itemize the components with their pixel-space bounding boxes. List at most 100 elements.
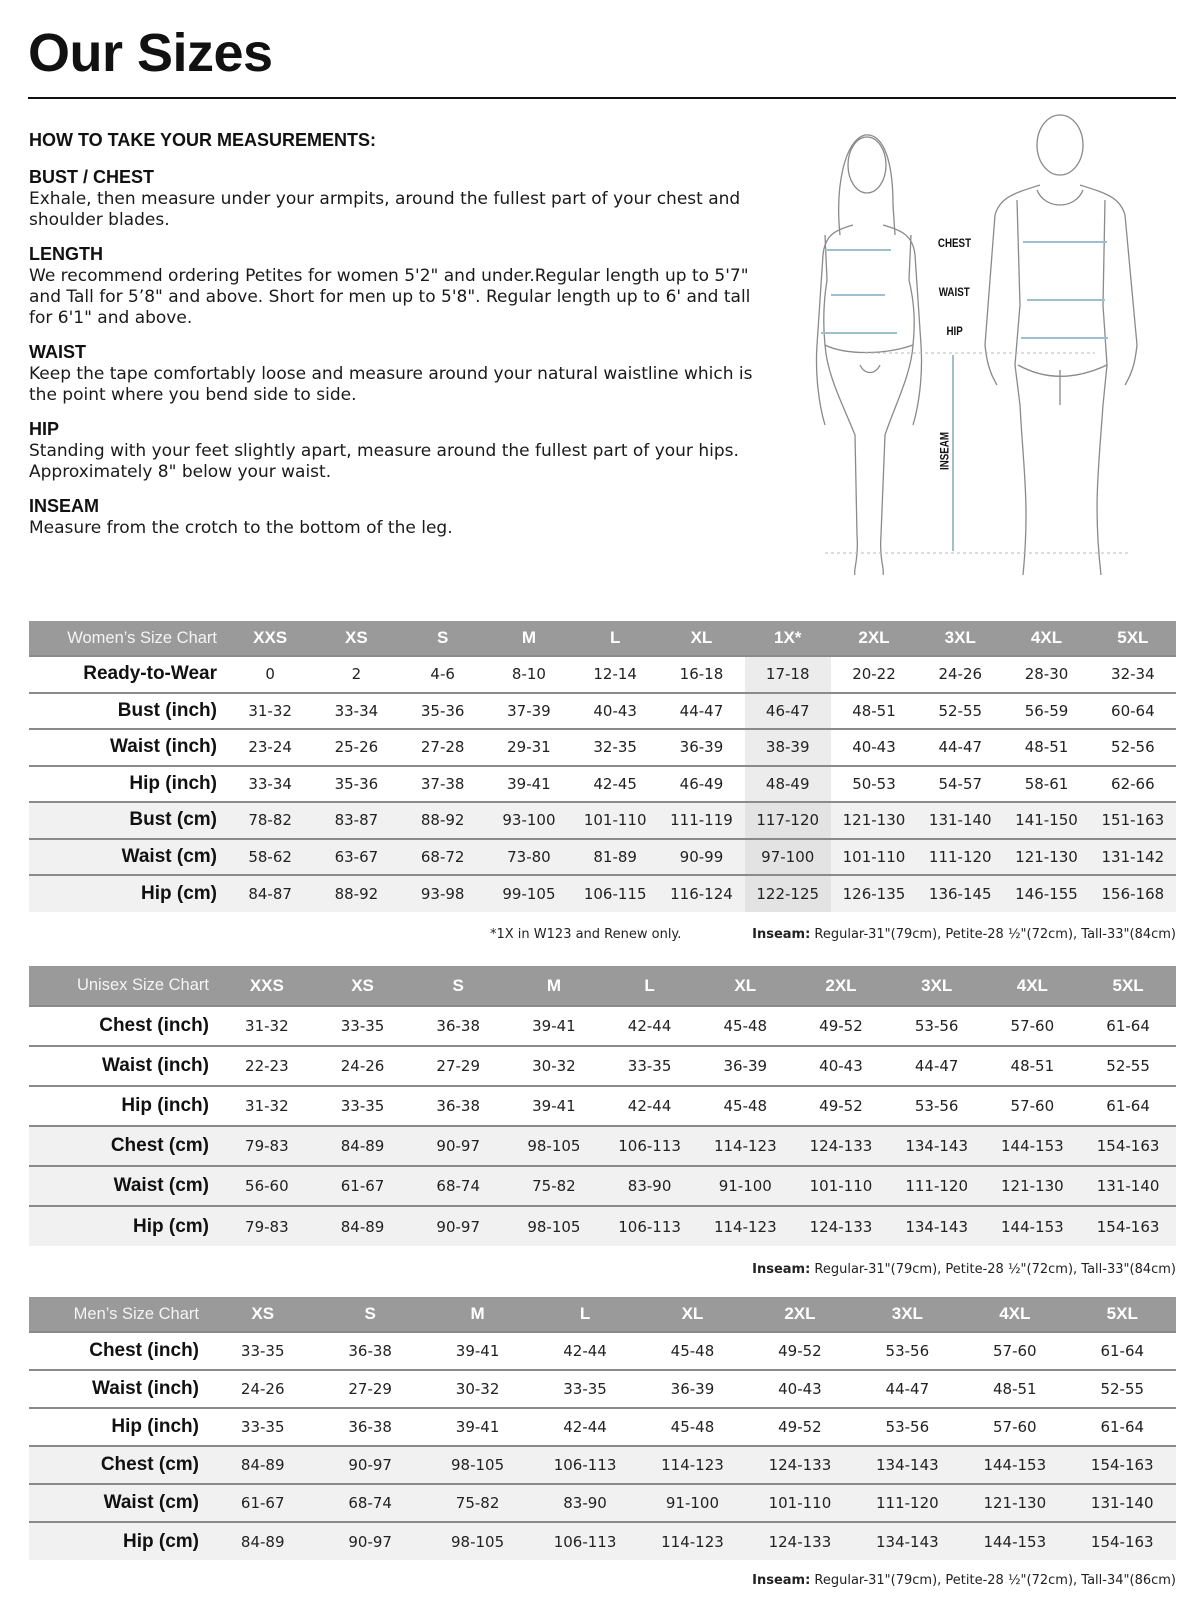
womens-inseam-note: Inseam: Regular-31"(79cm), Petite-28 ½"(… <box>752 927 1176 942</box>
section-title: LENGTH <box>29 244 103 264</box>
header-row: Women’s Size Chart XXS XS S M L XL 1X* 2XL 3XL 4XL… <box>29 621 1176 656</box>
table-cell: 93-98 <box>399 874 486 912</box>
table-cell: 131-140 <box>1080 1165 1176 1206</box>
table-cell: 61-67 <box>314 1165 411 1206</box>
row-label: Chest (cm) <box>29 1445 209 1484</box>
table-cell: 36-38 <box>410 1085 507 1126</box>
row-label: Waist (inch) <box>29 1045 219 1086</box>
table-cell: 52-55 <box>917 691 1004 729</box>
table-cell: 75-82 <box>506 1165 602 1206</box>
table-cell: 33-35 <box>314 1085 411 1126</box>
table-cell: 52-56 <box>1089 728 1176 766</box>
table-cell: 44-47 <box>917 728 1004 766</box>
table-cell: 141-150 <box>1003 801 1090 839</box>
table-cell: 68-72 <box>399 837 486 875</box>
size-header: S <box>399 621 486 656</box>
size-header: L <box>531 1297 639 1332</box>
table-cell: 114-123 <box>697 1205 794 1246</box>
table-cell: 24-26 <box>209 1369 317 1408</box>
row-label: Hip (inch) <box>29 1085 219 1126</box>
table-cell: 36-39 <box>658 728 745 766</box>
table-cell: 29-31 <box>485 728 573 766</box>
man-figure-icon <box>984 114 1138 576</box>
table-cell: 42-45 <box>572 764 659 802</box>
table-cell: 33-34 <box>313 691 400 729</box>
section-title: BUST / CHEST <box>29 167 155 187</box>
table-cell: 151-163 <box>1089 801 1176 839</box>
table-row: Hip (inch) 33-34 35-36 37-38 39-41 42-45 46-49… <box>29 764 1176 802</box>
size-header: XXS <box>219 966 315 1006</box>
table-cell: 84-89 <box>209 1521 317 1560</box>
table-cell: 56-60 <box>219 1165 315 1206</box>
row-label: Waist (cm) <box>29 1483 209 1522</box>
table-cell: 12-14 <box>572 655 659 693</box>
table-row: Chest (cm) 79-83 84-89 90-97 98-105 106-113 11… <box>29 1125 1176 1166</box>
size-header: 4XL <box>961 1297 1069 1332</box>
table-cell: 68-74 <box>410 1165 507 1206</box>
table-cell: 154-163 <box>1080 1125 1176 1166</box>
table-cell: 122-125 <box>744 874 831 912</box>
table-cell: 90-97 <box>316 1445 424 1484</box>
table-cell: 2 <box>313 655 400 693</box>
table-cell: 49-52 <box>746 1407 854 1446</box>
table-cell: 39-41 <box>423 1331 532 1370</box>
table-cell: 98-105 <box>423 1445 532 1484</box>
table-cell: 101-110 <box>572 801 659 839</box>
size-header: 1X* <box>744 621 831 656</box>
title-divider <box>28 97 1176 99</box>
table-cell: 57-60 <box>961 1407 1069 1446</box>
guide-section-bust: BUST / CHEST Exhale, then measure under y… <box>29 167 769 231</box>
woman-figure-icon <box>815 134 923 576</box>
table-cell: 134-143 <box>888 1205 985 1246</box>
table-cell: 136-145 <box>917 874 1004 912</box>
table-cell: 52-55 <box>1080 1045 1176 1086</box>
guide-lines <box>825 352 1130 554</box>
table-cell: 20-22 <box>830 655 918 693</box>
table-cell: 154-163 <box>1068 1521 1176 1560</box>
table-cell: 121-130 <box>961 1483 1069 1522</box>
section-text: Measure from the crotch to the bottom of… <box>29 518 453 538</box>
table-row: Waist (inch) 23-24 25-26 27-28 29-31 32-35 36-… <box>29 728 1176 766</box>
mens-inseam-note: Inseam: Regular-31"(79cm), Petite-28 ½"(… <box>752 1573 1176 1588</box>
table-cell: 45-48 <box>697 1085 794 1126</box>
table-cell: 124-133 <box>793 1205 889 1246</box>
table-row: Waist (cm) 56-60 61-67 68-74 75-82 83-90 91-10… <box>29 1165 1176 1206</box>
chest-label: CHEST <box>937 238 972 250</box>
table-cell: 39-41 <box>423 1407 532 1446</box>
table-cell: 57-60 <box>984 1085 1081 1126</box>
table-cell: 53-56 <box>888 1085 985 1126</box>
unisex-size-chart: Unisex Size Chart XXS XS S M L XL 2XL 3XL 4XL 5XL C… <box>29 966 1176 1246</box>
row-label: Hip (cm) <box>29 1205 219 1246</box>
table-cell: 114-123 <box>697 1125 794 1166</box>
table-cell: 111-120 <box>888 1165 985 1206</box>
table-cell: 114-123 <box>638 1445 747 1484</box>
table-cell: 75-82 <box>423 1483 532 1522</box>
unisex-inseam-note: Inseam: Regular-31"(79cm), Petite-28 ½"(… <box>752 1262 1176 1277</box>
table-cell: 73-80 <box>485 837 573 875</box>
guide-section-waist: WAIST Keep the tape comfortably loose and… <box>29 342 769 406</box>
table-cell: 101-110 <box>830 837 918 875</box>
table-row: Bust (inch) 31-32 33-34 35-36 37-39 40-43 44-4… <box>29 691 1176 729</box>
table-cell: 124-133 <box>746 1445 854 1484</box>
size-header: XL <box>658 621 745 656</box>
size-header: L <box>601 966 698 1006</box>
table-cell: 60-64 <box>1089 691 1176 729</box>
table-cell: 101-110 <box>793 1165 889 1206</box>
section-text: Standing with your feet slightly apart, … <box>29 441 739 482</box>
table-row: Chest (inch) 33-35 36-38 39-41 42-44 45-48 49-… <box>29 1331 1176 1370</box>
row-label: Waist (cm) <box>29 837 227 875</box>
section-title: HIP <box>29 419 60 439</box>
table-cell: 49-52 <box>793 1085 889 1126</box>
table-cell: 91-100 <box>638 1483 747 1522</box>
size-header: XXS <box>227 621 314 656</box>
table-cell: 53-56 <box>853 1407 962 1446</box>
table-cell: 45-48 <box>638 1407 747 1446</box>
size-header: 3XL <box>917 621 1004 656</box>
table-cell: 27-29 <box>410 1045 507 1086</box>
table-cell: 131-140 <box>917 801 1004 839</box>
table-cell: 106-113 <box>601 1205 698 1246</box>
table-cell: 38-39 <box>744 728 831 766</box>
table-cell: 91-100 <box>697 1165 794 1206</box>
table-cell: 48-51 <box>984 1045 1081 1086</box>
size-header: 2XL <box>830 621 918 656</box>
